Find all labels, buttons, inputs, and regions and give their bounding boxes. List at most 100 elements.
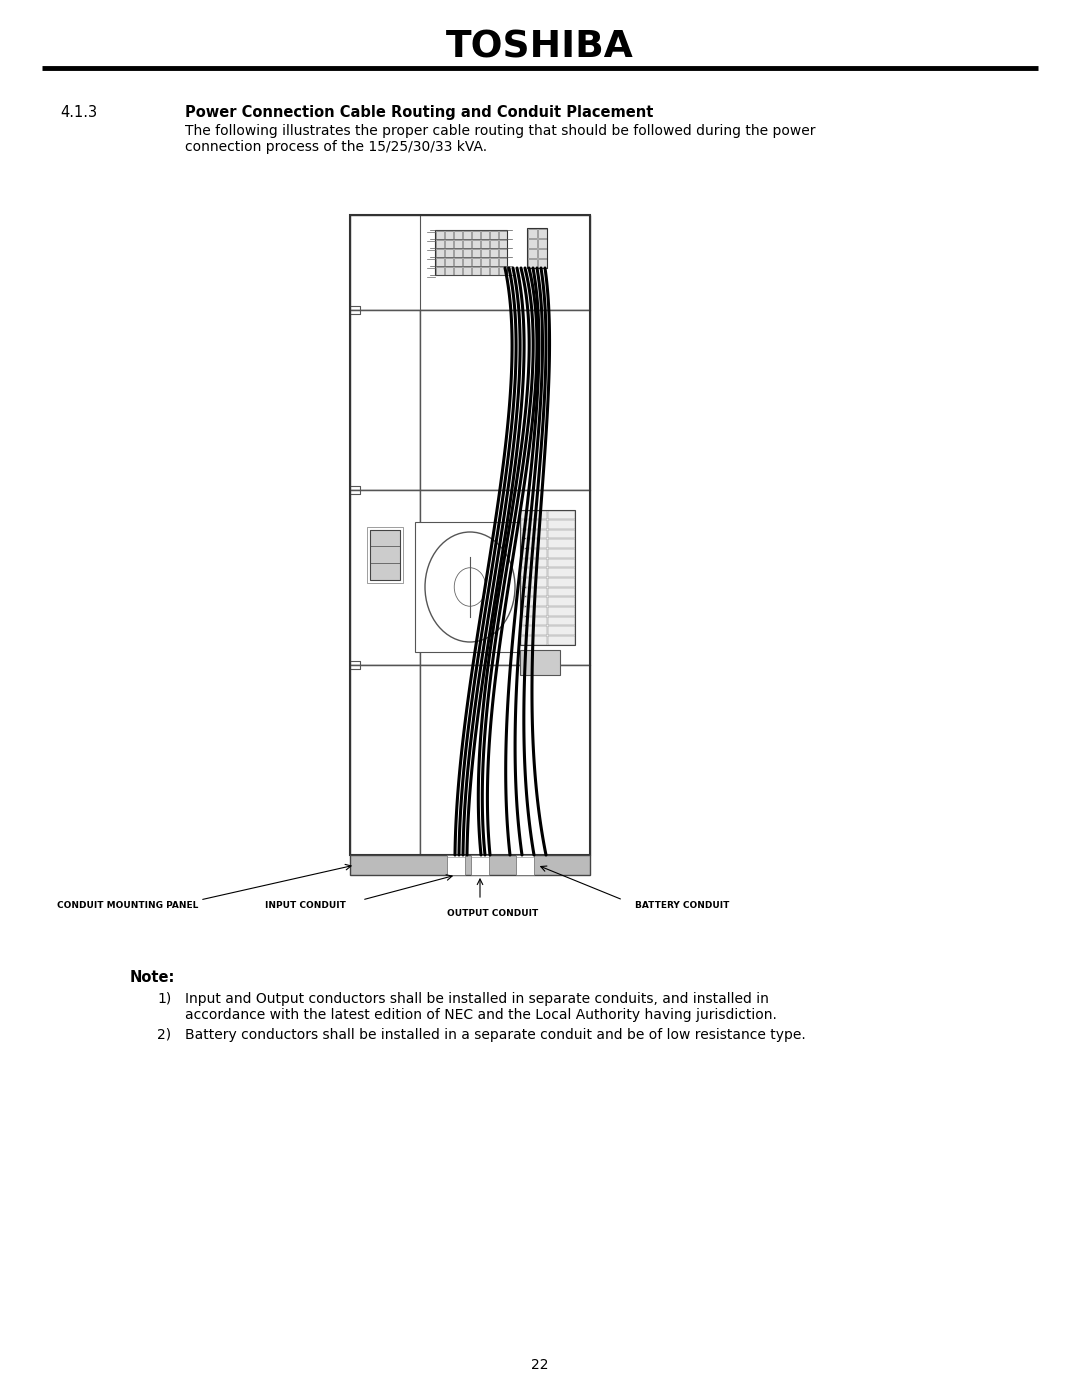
Bar <box>499 257 507 265</box>
Bar <box>521 588 546 597</box>
Bar <box>519 510 575 645</box>
Bar <box>435 267 444 274</box>
Bar <box>462 257 471 265</box>
Text: Battery conductors shall be installed in a separate conduit and be of low resist: Battery conductors shall be installed in… <box>185 1028 806 1042</box>
Text: The following illustrates the proper cable routing that should be followed durin: The following illustrates the proper cab… <box>185 124 815 138</box>
Bar <box>548 626 575 634</box>
Bar <box>420 490 590 665</box>
Text: Power Connection Cable Routing and Conduit Placement: Power Connection Cable Routing and Condu… <box>185 105 653 120</box>
Bar <box>367 527 403 583</box>
Bar <box>462 249 471 257</box>
Bar <box>447 855 465 875</box>
Bar <box>521 569 546 577</box>
Text: Input and Output conductors shall be installed in separate conduits, and install: Input and Output conductors shall be ins… <box>185 992 769 1006</box>
Bar <box>548 588 575 597</box>
Bar <box>538 249 546 257</box>
Bar <box>538 258 546 267</box>
Bar <box>538 229 546 237</box>
Text: INPUT CONDUIT: INPUT CONDUIT <box>265 901 346 909</box>
Bar <box>521 549 546 557</box>
Bar <box>548 529 575 538</box>
Bar <box>462 267 471 274</box>
Text: 1): 1) <box>157 992 172 1006</box>
Bar <box>521 616 546 626</box>
Text: accordance with the latest edition of NEC and the Local Authority having jurisdi: accordance with the latest edition of NE… <box>185 1009 777 1023</box>
Bar <box>521 529 546 538</box>
Bar <box>538 239 546 247</box>
Bar <box>499 267 507 274</box>
Bar <box>445 239 453 247</box>
Bar <box>472 239 480 247</box>
Bar <box>499 231 507 239</box>
Bar <box>472 257 480 265</box>
Bar <box>350 310 420 490</box>
Bar <box>445 249 453 257</box>
Bar <box>370 529 400 580</box>
Text: connection process of the 15/25/30/33 kVA.: connection process of the 15/25/30/33 kV… <box>185 140 487 154</box>
Bar <box>350 215 590 310</box>
Bar <box>350 215 590 855</box>
Bar <box>548 559 575 567</box>
Bar <box>519 650 561 675</box>
Bar <box>489 257 498 265</box>
Bar <box>489 249 498 257</box>
Bar <box>521 626 546 634</box>
Bar <box>548 569 575 577</box>
Text: 22: 22 <box>531 1358 549 1372</box>
Bar <box>481 267 488 274</box>
Bar <box>521 598 546 606</box>
Bar <box>521 520 546 529</box>
Bar <box>415 522 525 652</box>
Text: CONDUIT MOUNTING PANEL: CONDUIT MOUNTING PANEL <box>57 901 199 909</box>
Bar <box>548 539 575 548</box>
Bar <box>521 539 546 548</box>
Bar <box>548 578 575 587</box>
Text: 2): 2) <box>157 1028 171 1042</box>
Bar <box>462 239 471 247</box>
Bar <box>548 549 575 557</box>
Bar <box>472 231 480 239</box>
Bar <box>516 855 534 875</box>
Bar <box>548 598 575 606</box>
Bar <box>527 249 537 257</box>
Bar <box>548 520 575 529</box>
Bar <box>435 257 444 265</box>
Bar <box>454 231 461 239</box>
Bar <box>489 239 498 247</box>
Bar <box>435 231 507 275</box>
Bar <box>521 578 546 587</box>
Bar <box>435 249 444 257</box>
Text: BATTERY CONDUIT: BATTERY CONDUIT <box>635 901 729 909</box>
Bar <box>489 231 498 239</box>
Bar <box>445 267 453 274</box>
Bar <box>420 310 590 490</box>
Bar <box>521 559 546 567</box>
Bar <box>454 249 461 257</box>
Bar <box>489 267 498 274</box>
Bar <box>445 257 453 265</box>
Bar <box>499 239 507 247</box>
Bar <box>481 231 488 239</box>
Bar <box>548 510 575 520</box>
Bar <box>350 855 590 875</box>
Bar <box>527 239 537 247</box>
Bar <box>454 257 461 265</box>
Bar <box>420 665 590 855</box>
Bar <box>471 855 489 875</box>
Bar <box>445 231 453 239</box>
Text: OUTPUT CONDUIT: OUTPUT CONDUIT <box>447 908 538 918</box>
Bar <box>548 636 575 644</box>
Bar <box>521 510 546 520</box>
Bar <box>481 257 488 265</box>
Bar <box>462 231 471 239</box>
Bar <box>499 249 507 257</box>
Text: Note:: Note: <box>130 970 175 985</box>
Text: TOSHIBA: TOSHIBA <box>446 29 634 66</box>
Bar <box>521 606 546 616</box>
Ellipse shape <box>426 532 515 643</box>
Bar <box>481 239 488 247</box>
Ellipse shape <box>455 567 486 606</box>
Bar <box>435 239 444 247</box>
Bar <box>350 665 420 855</box>
Bar <box>527 229 537 237</box>
